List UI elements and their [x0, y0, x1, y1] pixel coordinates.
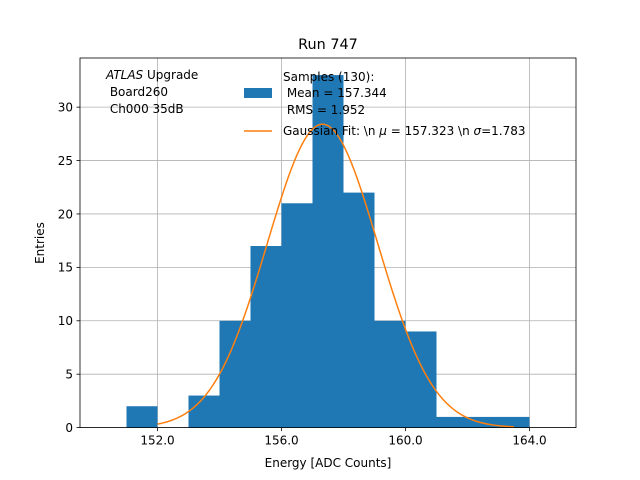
legend-samples-line-1: Samples (130): — [283, 70, 374, 84]
legend-fit-suffix: =1.783 — [481, 124, 525, 138]
y-tick-label-0: 0 — [65, 421, 73, 435]
legend-fit-prefix: Gaussian Fit: \n — [283, 124, 379, 138]
x-axis-ticks: 152.0 156.0 160.0 164.0 — [140, 427, 547, 448]
legend-swatch-histogram — [244, 88, 272, 98]
legend-fit-mid: = 157.323 \n — [387, 124, 474, 138]
legend-samples-line-2: Mean = 157.344 — [283, 86, 387, 100]
annotation-line-1: ATLAS Upgrade — [105, 68, 198, 82]
annotation-upgrade: Upgrade — [143, 68, 198, 82]
y-tick-label-2: 10 — [58, 314, 73, 328]
x-tick-label-0: 152.0 — [140, 434, 174, 448]
histogram-bar-10 — [436, 416, 468, 428]
histogram-bar-11 — [467, 416, 499, 428]
legend-fit-label: Gaussian Fit: \n μ = 157.323 \n σ=1.783 — [283, 124, 526, 138]
plot-frame — [79, 57, 577, 429]
x-tick-label-3: 164.0 — [512, 434, 546, 448]
histogram-bar-8 — [374, 320, 406, 428]
histogram-bar-4 — [250, 246, 282, 428]
histogram-bar-7 — [343, 192, 375, 428]
histogram-bars — [126, 75, 530, 428]
legend: Samples (130): Mean = 157.344 RMS = 1.95… — [244, 70, 526, 138]
x-axis-label: Energy [ADC Counts] — [265, 456, 392, 470]
y-tick-label-4: 20 — [58, 207, 73, 221]
histogram-bar-12 — [498, 416, 530, 428]
legend-samples-line-3: RMS = 1.952 — [283, 103, 365, 117]
x-tick-label-2: 160.0 — [388, 434, 422, 448]
histogram-bar-0 — [126, 406, 158, 428]
atlas-annotation: ATLAS Upgrade Board260 Ch000 35dB — [105, 68, 198, 116]
y-tick-label-6: 30 — [58, 100, 73, 114]
x-tick-label-1: 156.0 — [264, 434, 298, 448]
histogram-bar-3 — [219, 320, 251, 428]
y-tick-label-3: 15 — [58, 261, 73, 275]
histogram-bar-9 — [405, 331, 437, 428]
y-tick-label-5: 25 — [58, 154, 73, 168]
annotation-line-2: Board260 — [106, 85, 168, 99]
y-axis-label: Entries — [33, 222, 47, 264]
histogram-bar-5 — [281, 203, 313, 428]
chart-title: Run 747 — [298, 37, 358, 53]
histogram-bar-6 — [312, 75, 344, 428]
gaussian-fit-curve — [157, 123, 515, 428]
legend-fit-mu: μ — [378, 124, 387, 138]
annotation-atlas: ATLAS — [105, 68, 144, 82]
annotation-line-3: Ch000 35dB — [106, 102, 184, 116]
histogram-bar-2 — [188, 395, 220, 428]
y-tick-label-1: 5 — [65, 367, 73, 381]
y-axis-ticks: 0 5 10 15 20 25 30 — [58, 100, 80, 435]
legend-fit-sigma: σ — [474, 124, 482, 138]
